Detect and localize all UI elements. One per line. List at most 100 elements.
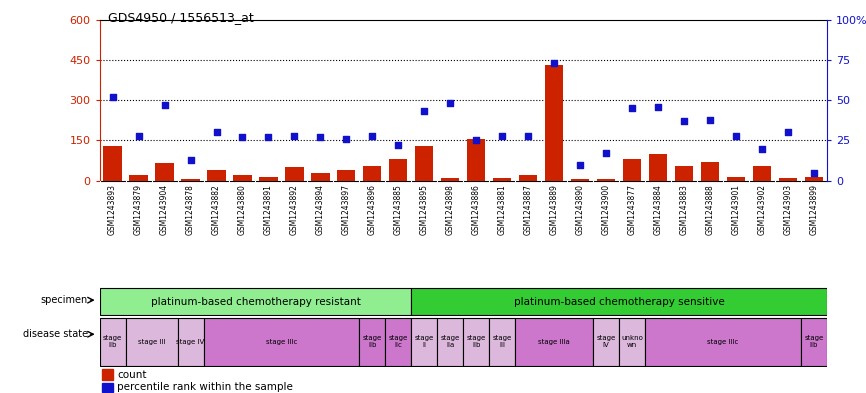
- Bar: [102, 369, 113, 380]
- Point: [106, 94, 120, 100]
- Bar: [364, 166, 381, 181]
- Text: stage IV: stage IV: [177, 339, 204, 345]
- Text: stage III: stage III: [138, 339, 165, 345]
- Bar: [727, 177, 745, 181]
- Bar: [234, 175, 251, 181]
- Bar: [129, 175, 147, 181]
- Text: GSM1243888: GSM1243888: [706, 184, 714, 235]
- Text: GSM1243889: GSM1243889: [550, 184, 559, 235]
- Bar: [805, 177, 823, 181]
- Text: GSM1243879: GSM1243879: [134, 184, 143, 235]
- Text: GSM1243900: GSM1243900: [602, 184, 611, 235]
- Bar: [385, 318, 411, 366]
- Bar: [619, 318, 645, 366]
- Text: GSM1243886: GSM1243886: [472, 184, 481, 235]
- Text: stage
IIb: stage IIb: [103, 335, 122, 349]
- Point: [236, 134, 249, 140]
- Bar: [437, 318, 463, 366]
- Bar: [411, 318, 437, 366]
- Text: GSM1243891: GSM1243891: [264, 184, 273, 235]
- Bar: [156, 163, 173, 181]
- Bar: [126, 318, 178, 366]
- Bar: [515, 318, 593, 366]
- Text: GSM1243881: GSM1243881: [498, 184, 507, 235]
- Bar: [441, 178, 459, 181]
- Text: GSM1243901: GSM1243901: [732, 184, 740, 235]
- Point: [573, 162, 587, 168]
- Text: GSM1243903: GSM1243903: [784, 184, 792, 235]
- Text: stage
III: stage III: [493, 335, 512, 349]
- Text: percentile rank within the sample: percentile rank within the sample: [117, 382, 293, 392]
- Bar: [649, 154, 667, 181]
- Bar: [753, 166, 771, 181]
- Bar: [489, 318, 515, 366]
- Bar: [312, 173, 329, 181]
- Bar: [411, 288, 827, 316]
- Text: GSM1243894: GSM1243894: [316, 184, 325, 235]
- Text: stage IIIc: stage IIIc: [266, 339, 297, 345]
- Point: [729, 132, 743, 139]
- Text: GSM1243893: GSM1243893: [108, 184, 117, 235]
- Point: [781, 129, 795, 136]
- Point: [677, 118, 691, 124]
- Text: GSM1243878: GSM1243878: [186, 184, 195, 235]
- Bar: [779, 178, 797, 181]
- Point: [807, 169, 821, 176]
- Text: GSM1243892: GSM1243892: [290, 184, 299, 235]
- Text: stage
IIa: stage IIa: [441, 335, 460, 349]
- Text: GSM1243904: GSM1243904: [160, 184, 169, 235]
- Text: platinum-based chemotherapy sensitive: platinum-based chemotherapy sensitive: [514, 297, 725, 307]
- Bar: [675, 166, 693, 181]
- Bar: [572, 180, 589, 181]
- Text: GSM1243877: GSM1243877: [628, 184, 637, 235]
- Bar: [463, 318, 489, 366]
- Text: GSM1243885: GSM1243885: [394, 184, 403, 235]
- Bar: [493, 178, 511, 181]
- Text: platinum-based chemotherapy resistant: platinum-based chemotherapy resistant: [151, 297, 360, 307]
- Bar: [623, 159, 641, 181]
- Bar: [259, 177, 277, 181]
- Text: GSM1243883: GSM1243883: [680, 184, 688, 235]
- Point: [599, 150, 613, 156]
- Bar: [519, 175, 537, 181]
- Point: [703, 116, 717, 123]
- Text: specimen: specimen: [41, 295, 87, 305]
- Bar: [598, 180, 615, 181]
- Point: [521, 132, 535, 139]
- Bar: [389, 159, 407, 181]
- Text: stage
II: stage II: [415, 335, 434, 349]
- Point: [651, 103, 665, 110]
- Point: [158, 102, 171, 108]
- Text: stage
IIb: stage IIb: [805, 335, 824, 349]
- Bar: [204, 318, 359, 366]
- Text: stage
IV: stage IV: [597, 335, 616, 349]
- Text: stage IIIa: stage IIIa: [539, 339, 570, 345]
- Bar: [178, 318, 204, 366]
- Bar: [415, 146, 433, 181]
- Bar: [359, 318, 385, 366]
- Bar: [467, 139, 485, 181]
- Text: GSM1243887: GSM1243887: [524, 184, 533, 235]
- Text: GDS4950 / 1556513_at: GDS4950 / 1556513_at: [108, 11, 254, 24]
- Point: [339, 136, 353, 142]
- Point: [391, 142, 405, 149]
- Bar: [102, 383, 113, 392]
- Text: GSM1243897: GSM1243897: [342, 184, 351, 235]
- Text: stage
IIc: stage IIc: [389, 335, 408, 349]
- Text: GSM1243898: GSM1243898: [446, 184, 455, 235]
- Bar: [285, 167, 303, 181]
- Point: [495, 132, 509, 139]
- Text: GSM1243882: GSM1243882: [212, 184, 221, 235]
- Bar: [182, 180, 199, 181]
- Bar: [546, 65, 563, 181]
- Text: GSM1243890: GSM1243890: [576, 184, 585, 235]
- Bar: [701, 162, 719, 181]
- Text: stage
IIb: stage IIb: [467, 335, 486, 349]
- Bar: [645, 318, 801, 366]
- Text: GSM1243902: GSM1243902: [758, 184, 766, 235]
- Bar: [337, 170, 355, 181]
- Text: GSM1243896: GSM1243896: [368, 184, 377, 235]
- Text: GSM1243895: GSM1243895: [420, 184, 429, 235]
- Point: [547, 60, 561, 66]
- Text: GSM1243899: GSM1243899: [810, 184, 818, 235]
